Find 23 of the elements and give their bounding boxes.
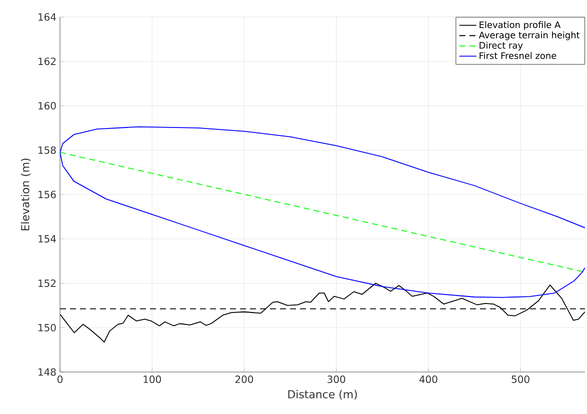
- y-axis-title: Elevation (m): [20, 158, 31, 230]
- y-tick-label: 150: [38, 324, 56, 332]
- y-tick-label: 162: [38, 58, 56, 66]
- legend-label: Direct ray: [480, 42, 523, 50]
- y-tick-label: 160: [38, 102, 56, 110]
- x-tick-label: 200: [235, 376, 254, 384]
- x-axis-title: Distance (m): [288, 390, 357, 400]
- y-tick-label: 158: [38, 146, 56, 154]
- line-series: [60, 126, 585, 298]
- y-tick-label: 148: [38, 368, 56, 376]
- y-tick-label: 156: [38, 190, 56, 198]
- legend-label: Average terrain height: [478, 31, 580, 40]
- x-tick-label: 300: [328, 376, 346, 384]
- x-tick-label: 500: [512, 376, 530, 384]
- legend-label: First Fresnel zone: [480, 52, 556, 60]
- y-tick-label: 152: [38, 279, 56, 288]
- y-tick-label: 154: [38, 235, 56, 243]
- line-series: [60, 282, 585, 342]
- x-tick-label: 0: [57, 376, 63, 384]
- x-tick-label: 100: [144, 376, 161, 384]
- y-tick-label: 164: [38, 13, 56, 21]
- x-tick-label: 400: [419, 376, 438, 384]
- legend-label: Elevation profile A: [480, 21, 561, 30]
